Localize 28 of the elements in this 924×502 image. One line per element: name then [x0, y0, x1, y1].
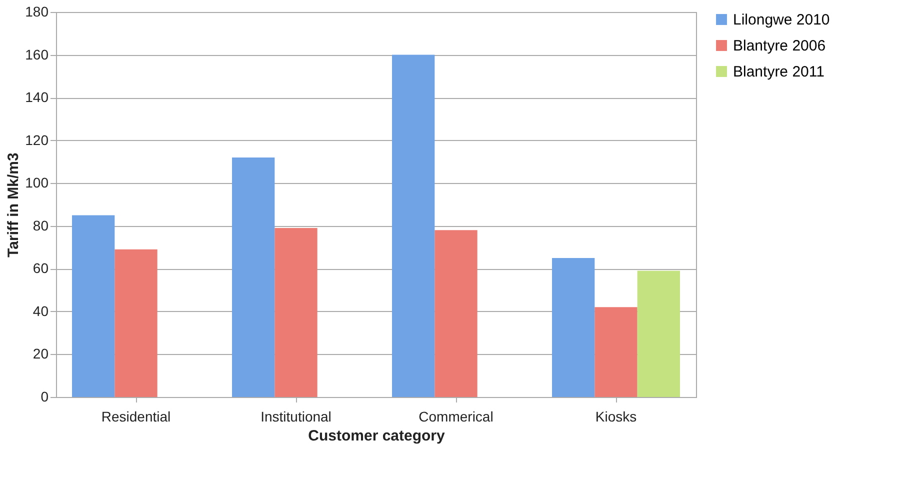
- bar: [392, 54, 435, 397]
- legend-label: Blantyre 2011: [733, 64, 824, 80]
- bar: [72, 215, 115, 397]
- bar: [232, 157, 275, 397]
- legend-label: Lilongwe 2010: [733, 12, 830, 28]
- y-tick-label: 100: [25, 174, 49, 191]
- x-tick-label: Kiosks: [595, 408, 637, 424]
- y-tick-label: 140: [25, 89, 49, 106]
- x-tick-label: Commerical: [418, 408, 494, 424]
- legend-label: Blantyre 2006: [733, 38, 826, 54]
- y-tick-label: 160: [25, 46, 49, 62]
- y-tick-label: 80: [32, 217, 49, 234]
- bar: [274, 228, 318, 397]
- x-tick-label: Institutional: [260, 408, 332, 424]
- y-tick-label: 120: [25, 132, 49, 148]
- x-tick-label: Residential: [101, 408, 171, 424]
- y-tick-label: 20: [32, 346, 49, 362]
- bar: [552, 258, 595, 397]
- y-tick-label: 40: [32, 302, 49, 319]
- y-axis-title: Tariff in Mk/m3: [5, 152, 22, 258]
- y-tick-label: 60: [32, 260, 49, 276]
- bar: [114, 249, 158, 397]
- bar: [637, 270, 680, 397]
- bar: [434, 230, 478, 397]
- bar: [594, 307, 638, 397]
- x-axis-title: Customer category: [308, 428, 446, 444]
- y-tick-label: 0: [40, 388, 49, 404]
- y-tick-label: 180: [25, 4, 49, 20]
